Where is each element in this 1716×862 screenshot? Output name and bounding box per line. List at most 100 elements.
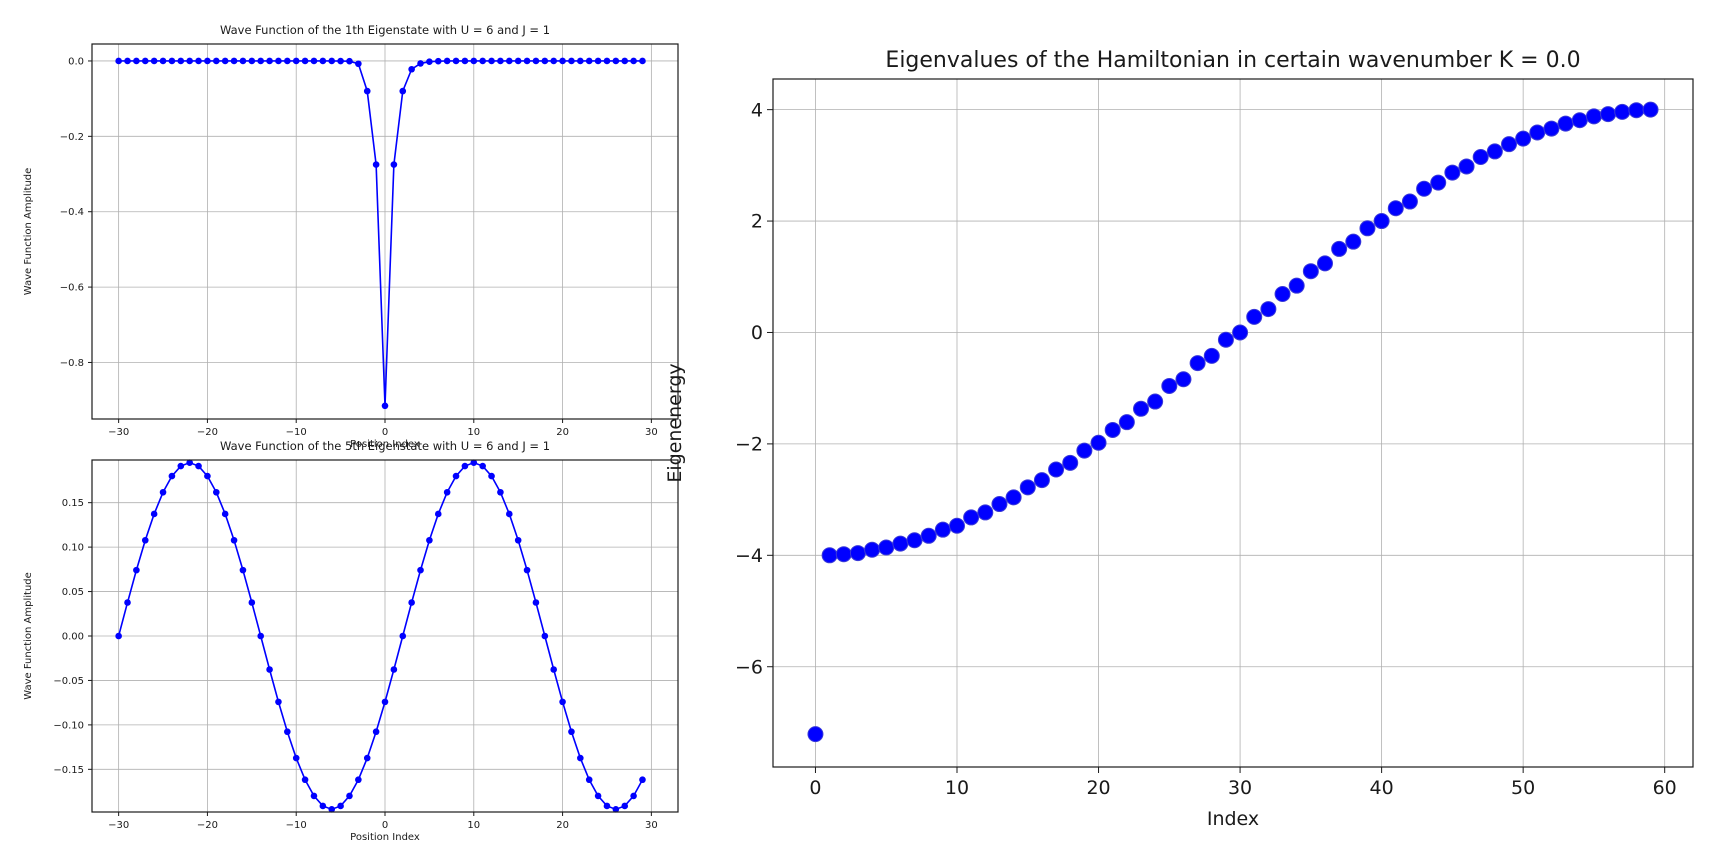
data-point (603, 57, 611, 65)
chart-title: Wave Function of the 5th Eigenstate with… (220, 439, 550, 453)
data-point (124, 57, 131, 65)
data-point (1585, 108, 1602, 125)
data-point (434, 57, 442, 65)
data-point (892, 535, 909, 552)
data-point (1515, 130, 1532, 147)
data-point (1175, 371, 1192, 388)
data-point (1118, 414, 1135, 431)
data-point (559, 57, 566, 65)
data-point (1345, 233, 1362, 250)
data-point (124, 599, 131, 606)
data-point (257, 57, 265, 65)
data-point (1401, 193, 1418, 210)
x-axis-label: Position Index (350, 439, 420, 450)
x-tick-label: 20 (556, 820, 569, 831)
data-point (266, 666, 273, 673)
data-point (1260, 301, 1277, 318)
data-point (1147, 393, 1164, 410)
data-point (1232, 324, 1249, 341)
x-tick-label: 60 (1653, 777, 1677, 799)
y-axis-label: Eigenenergy (664, 363, 686, 482)
data-point (141, 57, 149, 65)
data-point (1543, 120, 1560, 137)
data-point (864, 541, 881, 558)
data-point (461, 462, 469, 470)
x-tick-label: 40 (1370, 777, 1394, 799)
y-tick-label: −4 (735, 545, 763, 567)
data-point (541, 632, 549, 640)
data-point (186, 57, 193, 65)
y-tick-label: −0.8 (60, 358, 84, 369)
data-point (168, 472, 176, 480)
data-point (434, 510, 442, 518)
data-point (213, 57, 220, 65)
data-point (133, 57, 140, 65)
data-point (1359, 220, 1376, 237)
data-point (612, 57, 620, 65)
data-point (195, 57, 202, 65)
data-point (1571, 112, 1588, 129)
x-tick-label: 20 (556, 427, 569, 438)
data-point (1444, 164, 1461, 181)
data-point (213, 488, 220, 496)
data-point (1529, 124, 1546, 141)
data-point (284, 728, 291, 736)
data-point (568, 728, 575, 736)
data-point (1387, 200, 1404, 217)
data-point (186, 459, 193, 466)
data-point (159, 57, 167, 65)
data-point (1373, 213, 1390, 230)
data-point (1133, 400, 1149, 417)
data-point (1217, 331, 1234, 348)
data-point (541, 57, 549, 65)
y-tick-label: −0.15 (53, 765, 84, 776)
data-point (355, 776, 362, 784)
chart-eigenstate-5: −30 −20 −10 0 10 20 30 0.15 0.10 0.05 0.00 −0.05 −0… (23, 439, 679, 843)
x-tick-label: 0 (809, 777, 821, 799)
x-axis-label: Position Index (350, 832, 420, 843)
x-tick-label: 10 (945, 777, 969, 799)
data-point (390, 666, 398, 673)
data-point (230, 536, 238, 544)
series-line (118, 60, 643, 406)
data-point (275, 57, 282, 65)
x-tick-label: 30 (645, 820, 658, 831)
x-tick-label: −20 (197, 820, 218, 831)
data-point (1048, 461, 1065, 478)
data-point (133, 566, 140, 574)
data-point (630, 57, 637, 65)
y-tick-label: −2 (735, 434, 763, 456)
data-point (452, 57, 460, 65)
data-point (1274, 286, 1291, 303)
data-point (1317, 255, 1333, 272)
data-point (141, 536, 149, 544)
data-point (177, 57, 185, 65)
data-point (1076, 442, 1093, 459)
x-tick-label: −20 (197, 427, 218, 438)
data-point (1600, 106, 1617, 123)
data-point (470, 57, 478, 65)
data-point (319, 57, 327, 65)
y-tick-label: 0.05 (62, 587, 84, 598)
data-point (363, 754, 371, 762)
data-point (248, 57, 256, 65)
data-point (177, 462, 185, 470)
data-point (230, 57, 238, 65)
data-point (470, 459, 478, 466)
y-tick-label: −0.05 (53, 676, 84, 687)
data-point (568, 57, 575, 65)
data-point (550, 666, 557, 673)
data-point (239, 566, 247, 574)
data-point (1472, 148, 1489, 165)
plot-frame (772, 78, 1694, 768)
data-point (1458, 158, 1475, 175)
data-point (835, 546, 852, 563)
data-point (807, 726, 824, 743)
data-point (621, 57, 629, 65)
y-tick-label: 2 (751, 211, 763, 233)
data-point (204, 472, 211, 480)
data-point (506, 57, 513, 65)
data-point (426, 58, 433, 65)
data-point (1005, 489, 1022, 506)
data-point (934, 521, 951, 538)
